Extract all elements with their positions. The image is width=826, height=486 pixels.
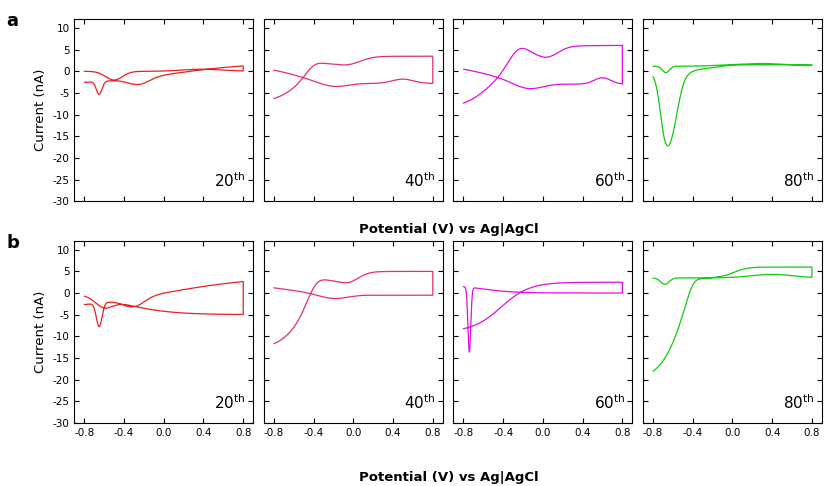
Text: b: b — [7, 234, 19, 252]
Text: $\mathregular{60}^{\mathregular{th}}$: $\mathregular{60}^{\mathregular{th}}$ — [594, 172, 625, 190]
Text: $\mathregular{20}^{\mathregular{th}}$: $\mathregular{20}^{\mathregular{th}}$ — [215, 393, 246, 412]
Text: $\mathregular{40}^{\mathregular{th}}$: $\mathregular{40}^{\mathregular{th}}$ — [404, 393, 435, 412]
Y-axis label: Current (nA): Current (nA) — [34, 291, 47, 373]
Text: $\mathregular{80}^{\mathregular{th}}$: $\mathregular{80}^{\mathregular{th}}$ — [783, 393, 814, 412]
Text: Potential (V) vs Ag|AgCl: Potential (V) vs Ag|AgCl — [358, 223, 539, 236]
Text: $\mathregular{60}^{\mathregular{th}}$: $\mathregular{60}^{\mathregular{th}}$ — [594, 393, 625, 412]
Text: $\mathregular{40}^{\mathregular{th}}$: $\mathregular{40}^{\mathregular{th}}$ — [404, 172, 435, 190]
Text: Potential (V) vs Ag|AgCl: Potential (V) vs Ag|AgCl — [358, 470, 539, 484]
Text: $\mathregular{80}^{\mathregular{th}}$: $\mathregular{80}^{\mathregular{th}}$ — [783, 172, 814, 190]
Text: a: a — [7, 12, 18, 30]
Text: $\mathregular{20}^{\mathregular{th}}$: $\mathregular{20}^{\mathregular{th}}$ — [215, 172, 246, 190]
Y-axis label: Current (nA): Current (nA) — [34, 69, 47, 152]
